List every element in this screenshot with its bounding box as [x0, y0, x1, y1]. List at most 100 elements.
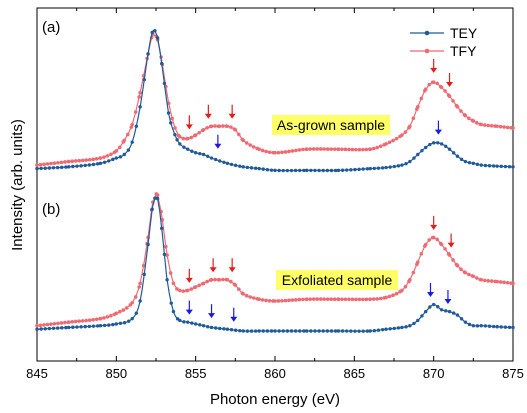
- data-point-tey: [91, 324, 96, 328]
- data-point-tey: [444, 309, 448, 313]
- data-point-tfy: [237, 287, 241, 291]
- annotation-b: Exfoliated sample: [282, 272, 393, 288]
- data-point-tfy: [102, 155, 106, 159]
- data-point-tfy: [301, 147, 305, 152]
- data-point-tfy: [343, 147, 348, 152]
- data-point-tey: [43, 327, 47, 331]
- data-point-tfy: [378, 144, 383, 149]
- arrow-layer: [185, 58, 455, 322]
- data-point-tey: [209, 156, 214, 160]
- data-point-tey: [134, 124, 139, 128]
- data-point-tfy: [283, 298, 288, 303]
- data-point-tfy: [332, 147, 337, 151]
- data-point-tfy: [308, 147, 313, 151]
- data-point-tfy: [49, 161, 53, 166]
- data-point-tey: [392, 164, 397, 169]
- data-point-tey: [155, 36, 160, 40]
- data-point-tey: [361, 329, 365, 333]
- data-point-tfy: [197, 283, 201, 288]
- data-point-tfy: [431, 235, 436, 240]
- data-point-tfy: [505, 125, 510, 130]
- data-point-tfy: [391, 138, 395, 143]
- data-point-tfy: [411, 116, 416, 121]
- x-tick-label: 850: [105, 366, 127, 381]
- data-point-tey: [209, 325, 214, 330]
- data-point-tfy: [130, 122, 134, 127]
- arrow-tfy: [228, 258, 236, 273]
- data-point-tfy: [70, 320, 75, 324]
- data-point-tey: [182, 320, 186, 324]
- data-point-tfy: [486, 279, 491, 283]
- data-point-tfy: [168, 271, 173, 275]
- data-point-tey: [408, 159, 412, 164]
- data-point-tey: [241, 329, 245, 333]
- data-point-tfy: [350, 147, 355, 152]
- data-point-tfy: [209, 124, 214, 129]
- x-tick-label: 870: [423, 366, 445, 381]
- data-point-tey: [357, 329, 361, 333]
- data-point-tey: [261, 329, 265, 333]
- data-point-tfy: [273, 150, 277, 155]
- data-point-tey: [261, 167, 265, 171]
- data-point-tfy: [343, 297, 348, 302]
- data-point-tey: [329, 329, 334, 333]
- data-point-tey: [368, 329, 372, 333]
- annotation-bg-b: [276, 270, 398, 290]
- data-point-tfy: [400, 288, 404, 293]
- data-point-tey: [412, 321, 416, 326]
- data-point-tey: [201, 152, 206, 157]
- data-point-tey: [64, 325, 68, 330]
- data-point-tey: [467, 160, 472, 165]
- data-point-tey: [365, 329, 370, 333]
- data-point-tey: [43, 166, 47, 170]
- data-point-tey: [39, 166, 43, 171]
- data-point-tey: [253, 329, 258, 333]
- data-point-tey: [302, 329, 306, 333]
- data-point-tey: [218, 326, 222, 331]
- data-point-tfy: [391, 293, 395, 298]
- data-point-tey: [229, 162, 234, 167]
- data-point-tey: [459, 317, 464, 321]
- data-point-tfy: [276, 150, 281, 155]
- data-point-tey: [111, 157, 115, 162]
- data-point-tey: [155, 196, 160, 201]
- data-point-tfy: [185, 136, 190, 141]
- data-point-tey: [336, 329, 341, 333]
- data-point-tey: [436, 305, 440, 309]
- data-point-tfy: [118, 309, 122, 314]
- data-point-tey: [160, 61, 164, 66]
- data-point-tfy: [354, 147, 358, 152]
- data-point-tfy: [287, 298, 291, 303]
- data-point-tfy: [311, 147, 316, 151]
- data-point-tey: [79, 164, 83, 168]
- data-point-tfy: [371, 297, 376, 301]
- data-point-tfy: [411, 270, 416, 275]
- data-point-tey: [336, 168, 341, 173]
- data-point-tfy: [197, 130, 201, 135]
- data-point-tey: [293, 329, 298, 333]
- data-point-tey: [162, 252, 167, 257]
- data-point-tey: [431, 302, 436, 307]
- data-point-tey: [35, 327, 39, 331]
- arrow-tfy: [446, 72, 454, 87]
- arrow-tey: [444, 290, 452, 305]
- data-point-tfy: [498, 280, 503, 284]
- data-point-tey: [87, 324, 92, 329]
- data-point-tfy: [141, 263, 146, 268]
- data-point-tey: [499, 164, 503, 169]
- data-point-tey: [380, 327, 385, 332]
- data-point-tfy: [357, 297, 362, 302]
- data-point-tey: [146, 52, 150, 56]
- data-point-tey: [431, 141, 436, 145]
- data-point-tey: [289, 168, 294, 173]
- data-point-tey: [249, 329, 254, 333]
- data-point-tey: [281, 168, 285, 173]
- data-point-tey: [345, 329, 349, 333]
- data-point-tey: [35, 166, 39, 171]
- data-point-tey: [439, 308, 444, 312]
- data-point-tfy: [394, 136, 399, 141]
- data-point-tey: [305, 329, 309, 333]
- data-point-tey: [229, 328, 234, 332]
- data-point-tey: [293, 168, 298, 173]
- data-point-tey: [142, 77, 146, 82]
